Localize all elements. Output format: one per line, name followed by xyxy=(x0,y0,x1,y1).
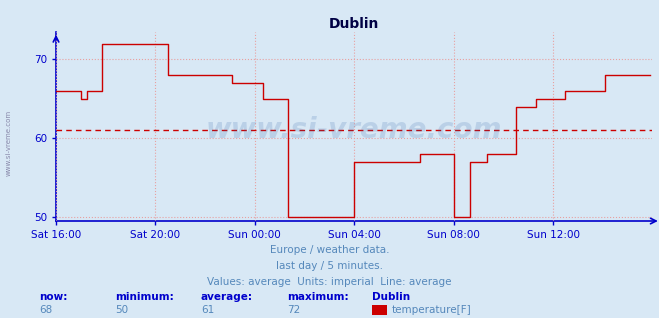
Text: www.si-vreme.com: www.si-vreme.com xyxy=(5,110,11,176)
Text: 68: 68 xyxy=(40,305,53,315)
Text: www.si-vreme.com: www.si-vreme.com xyxy=(206,116,502,144)
Text: Values: average  Units: imperial  Line: average: Values: average Units: imperial Line: av… xyxy=(207,277,452,287)
Text: Europe / weather data.: Europe / weather data. xyxy=(270,245,389,255)
Text: now:: now: xyxy=(40,292,68,301)
Text: maximum:: maximum: xyxy=(287,292,349,301)
Title: Dublin: Dublin xyxy=(329,17,380,31)
Text: 50: 50 xyxy=(115,305,129,315)
Text: 72: 72 xyxy=(287,305,300,315)
Text: temperature[F]: temperature[F] xyxy=(392,305,472,315)
Text: last day / 5 minutes.: last day / 5 minutes. xyxy=(276,261,383,271)
Text: 61: 61 xyxy=(201,305,214,315)
Text: Dublin: Dublin xyxy=(372,292,411,301)
Text: minimum:: minimum: xyxy=(115,292,174,301)
Text: average:: average: xyxy=(201,292,253,301)
